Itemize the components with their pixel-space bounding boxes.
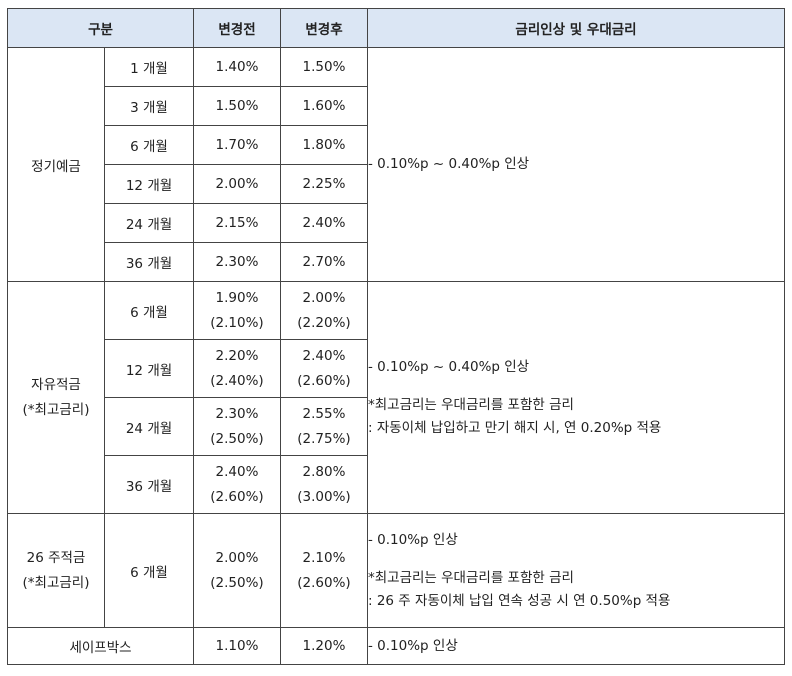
- rate-value: 1.90%: [215, 289, 259, 306]
- product-sublabel: (*최고금리): [22, 574, 90, 591]
- header-category: 구분: [7, 8, 194, 48]
- product-label: 26 주적금: [26, 549, 86, 566]
- note-line: *최고금리는 우대금리를 포함한 금리: [368, 569, 574, 586]
- rate-after: 2.55% (2.75%): [280, 397, 368, 456]
- table-row: 24 개월 2.15% 2.40%: [8, 203, 785, 243]
- rate-value: 2.55%: [302, 405, 346, 422]
- table-row: 24 개월 2.30% (2.50%) 2.55% (2.75%): [8, 397, 785, 456]
- rate-value: 2.20%: [215, 347, 259, 364]
- rate-before: 1.40%: [193, 47, 281, 87]
- table-row: 자유적금 (*최고금리) 6 개월 1.90% (2.10%) 2.00% (2…: [7, 281, 785, 514]
- note-line: - 0.10%p ~ 0.40%p 인상: [368, 358, 530, 375]
- rate-after: 2.40%: [280, 203, 368, 243]
- header-row: 구분 변경전 변경후 금리인상 및 우대금리: [7, 8, 785, 48]
- product-weekly-savings: 26 주적금 (*최고금리): [7, 513, 105, 628]
- rate-after: 2.70%: [280, 242, 368, 282]
- rate-max-value: (2.60%): [297, 372, 351, 389]
- table-row: 정기예금 1 개월 1.40% 1.50% - 0.10%p ~ 0.40%p …: [7, 47, 785, 282]
- rate-value: 2.00%: [302, 289, 346, 306]
- header-note: 금리인상 및 우대금리: [367, 8, 785, 48]
- term-cell: 24 개월: [104, 397, 194, 456]
- rate-before: 1.70%: [193, 125, 281, 165]
- rate-before: 2.30% (2.50%): [193, 397, 281, 456]
- table-row: 세이프박스 1.10% 1.20% - 0.10%p 인상: [7, 627, 785, 665]
- rate-max-value: (2.75%): [297, 430, 351, 447]
- rate-before: 2.20% (2.40%): [193, 339, 281, 398]
- note-free-savings: - 0.10%p ~ 0.40%p 인상 *최고금리는 우대금리를 포함한 금리…: [367, 281, 785, 514]
- rate-after: 2.40% (2.60%): [280, 339, 368, 398]
- rate-max-value: (2.50%): [210, 574, 264, 591]
- term-cell: 6 개월: [104, 125, 194, 165]
- rate-max-value: (3.00%): [297, 488, 351, 505]
- rate-max-value: (2.60%): [297, 574, 351, 591]
- rate-after: 2.10% (2.60%): [280, 513, 368, 628]
- rate-after: 2.80% (3.00%): [280, 455, 368, 514]
- note-line: - 0.10%p 인상: [368, 637, 458, 654]
- table-row: 6 개월 1.70% 1.80%: [8, 125, 785, 165]
- rate-change-table: 구분 변경전 변경후 금리인상 및 우대금리 정기예금 1 개월 1.40% 1…: [7, 8, 785, 665]
- header-before: 변경전: [193, 8, 281, 48]
- rate-max-value: (2.10%): [210, 314, 264, 331]
- note-line: : 26 주 자동이체 납입 연속 성공 시 연 0.50%p 적용: [368, 592, 671, 609]
- rate-before: 1.50%: [193, 86, 281, 126]
- term-cell: 36 개월: [104, 455, 194, 514]
- table-row: 12 개월 2.00% 2.25%: [8, 164, 785, 204]
- note-line: : 자동이체 납입하고 만기 해지 시, 연 0.20%p 적용: [368, 419, 662, 436]
- term-cell: 12 개월: [104, 339, 194, 398]
- term-cell: 6 개월: [104, 513, 194, 628]
- table-row: 26 주적금 (*최고금리) 6 개월 2.00% (2.50%) 2.10% …: [7, 513, 785, 628]
- note-line: - 0.10%p 인상: [368, 531, 458, 548]
- rate-value: 2.40%: [215, 463, 259, 480]
- rate-before: 2.30%: [193, 242, 281, 282]
- term-cell: 36 개월: [104, 242, 194, 282]
- rate-after: 1.50%: [280, 47, 368, 87]
- term-cell: 1 개월: [104, 47, 194, 87]
- rate-after: 1.80%: [280, 125, 368, 165]
- rate-value: 2.30%: [215, 405, 259, 422]
- rate-before: 2.00%: [193, 164, 281, 204]
- table-row: 36 개월 2.30% 2.70%: [8, 242, 785, 282]
- rate-after: 1.20%: [280, 627, 368, 665]
- note-line: - 0.10%p ~ 0.40%p 인상: [368, 156, 530, 172]
- note-safe-box: - 0.10%p 인상: [367, 627, 785, 665]
- rate-max-value: (2.20%): [297, 314, 351, 331]
- rate-value: 2.00%: [215, 549, 259, 566]
- table-row: 3 개월 1.50% 1.60%: [8, 86, 785, 126]
- term-cell: 12 개월: [104, 164, 194, 204]
- term-cell: 3 개월: [104, 86, 194, 126]
- term-cell: 24 개월: [104, 203, 194, 243]
- product-sublabel: (*최고금리): [22, 401, 90, 418]
- product-free-savings: 자유적금 (*최고금리): [7, 281, 105, 514]
- rate-before: 2.40% (2.60%): [193, 455, 281, 514]
- rate-before: 1.90% (2.10%): [193, 281, 281, 340]
- rate-value: 2.80%: [302, 463, 346, 480]
- product-safe-box: 세이프박스: [7, 627, 194, 665]
- header-after: 변경후: [280, 8, 368, 48]
- rate-max-value: (2.50%): [210, 430, 264, 447]
- table-row: 12 개월 2.20% (2.40%) 2.40% (2.60%): [8, 339, 785, 398]
- note-weekly-savings: - 0.10%p 인상 *최고금리는 우대금리를 포함한 금리 : 26 주 자…: [367, 513, 785, 628]
- rate-after: 2.00% (2.20%): [280, 281, 368, 340]
- note-line: *최고금리는 우대금리를 포함한 금리: [368, 396, 574, 413]
- rate-after: 1.60%: [280, 86, 368, 126]
- rate-before: 2.15%: [193, 203, 281, 243]
- rate-max-value: (2.60%): [210, 488, 264, 505]
- rate-max-value: (2.40%): [210, 372, 264, 389]
- table-row: 36 개월 2.40% (2.60%) 2.80% (3.00%): [8, 455, 785, 514]
- rate-value: 2.40%: [302, 347, 346, 364]
- term-cell: 6 개월: [104, 281, 194, 340]
- rate-before: 2.00% (2.50%): [193, 513, 281, 628]
- rate-before: 1.10%: [193, 627, 281, 665]
- product-fixed-deposit: 정기예금: [7, 47, 105, 282]
- product-label: 자유적금: [31, 376, 81, 393]
- note-fixed-deposit: - 0.10%p ~ 0.40%p 인상: [367, 47, 785, 282]
- rate-value: 2.10%: [302, 549, 346, 566]
- rate-after: 2.25%: [280, 164, 368, 204]
